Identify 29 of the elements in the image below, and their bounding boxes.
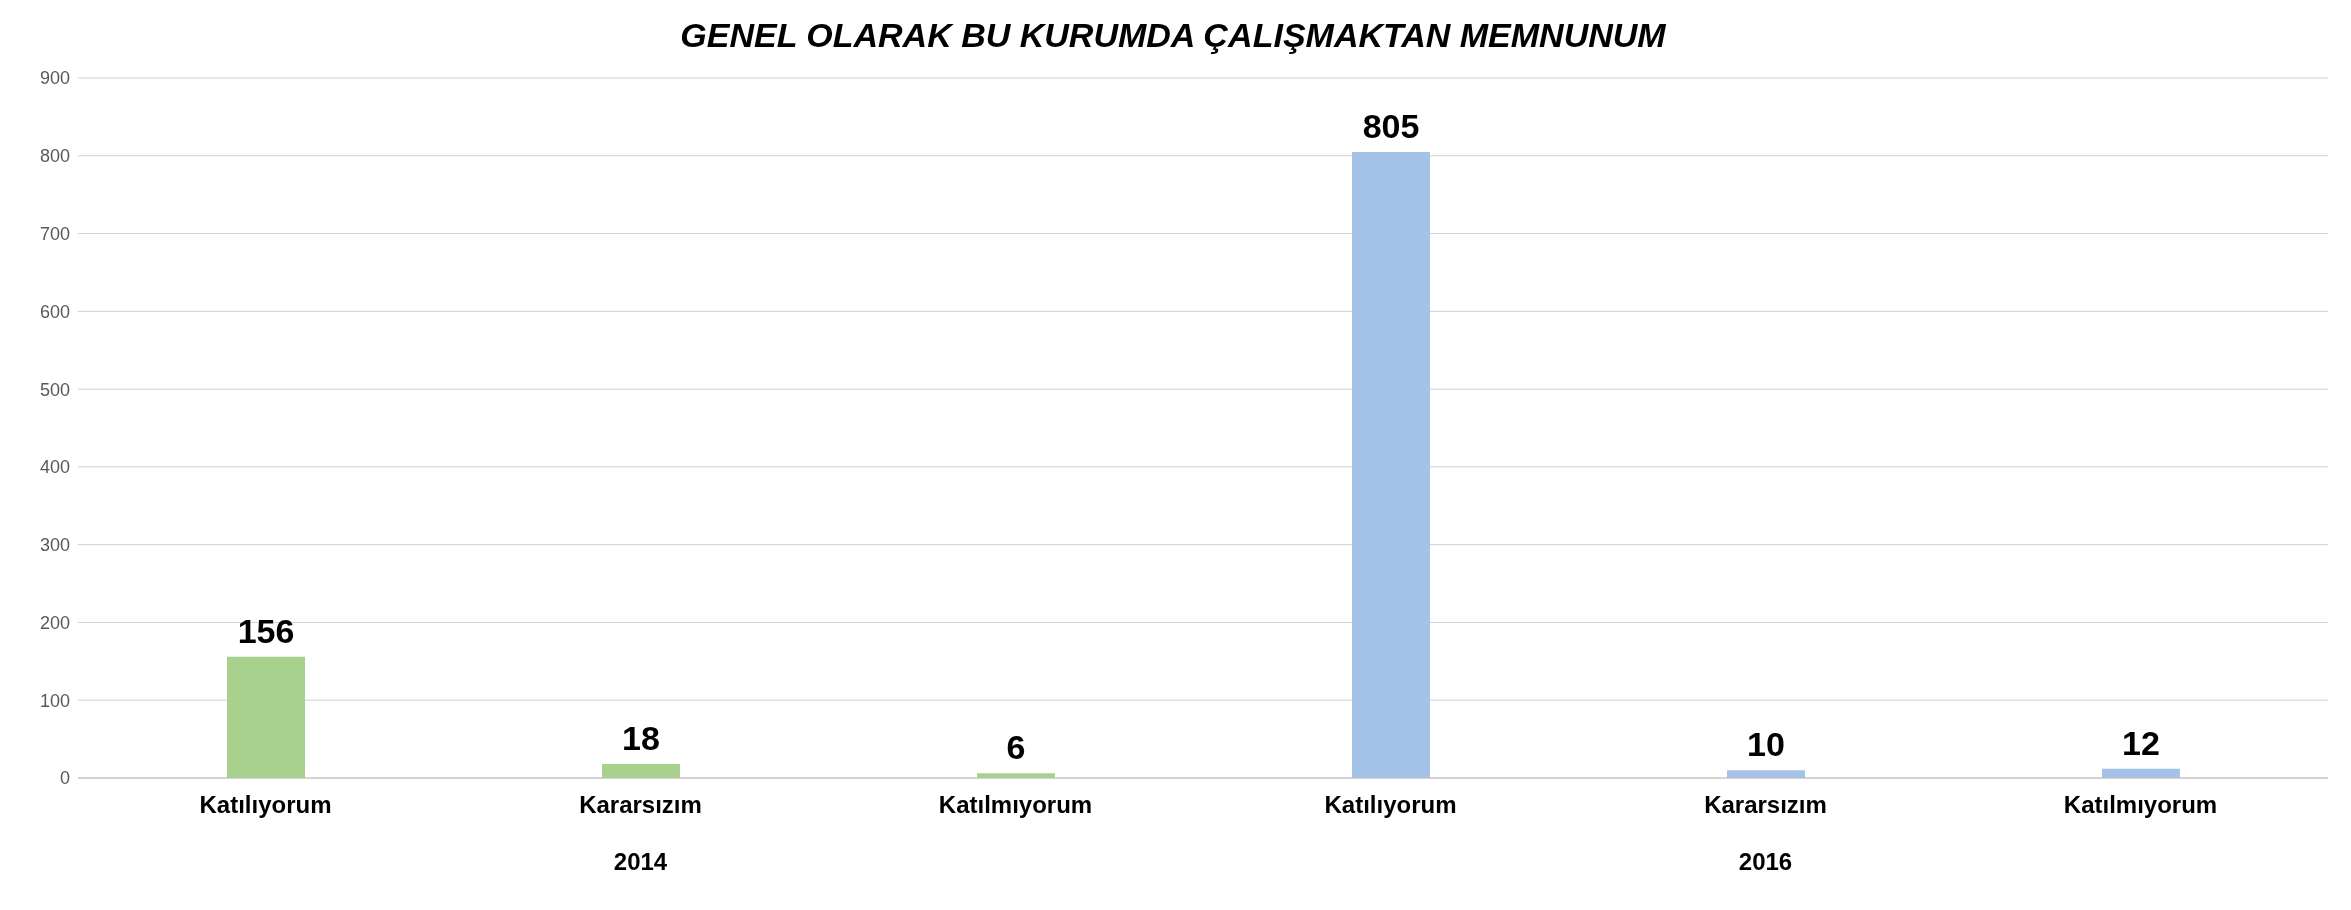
y-tick-label: 100 [39,690,70,711]
y-tick-label: 300 [39,535,70,556]
x-tick-label: Kararsızım [579,791,702,819]
y-tick-label: 200 [39,612,70,633]
bar [1352,151,1430,778]
x-tick-label: Katılıyorum [1324,791,1457,819]
data-label: 6 [1006,728,1026,767]
x-tick-label: Katılmıyorum [2063,791,2218,819]
chart-title: GENEL OLARAK BU KURUMDA ÇALIŞMAKTAN MEMNUNUM [679,16,1667,55]
bar [602,764,680,778]
x-tick-label: Katılmıyorum [938,791,1093,819]
data-label: 805 [1362,106,1420,145]
y-tick-label: 800 [39,146,70,167]
data-label: 156 [237,611,295,650]
bar [227,656,305,778]
y-tick-label: 400 [39,457,70,478]
y-tick-label: 900 [39,68,70,89]
y-tick-label: 500 [39,379,70,400]
y-tick-label: 0 [59,768,70,789]
data-label: 10 [1747,725,1785,764]
x-tick-label: Katılıyorum [199,791,332,819]
text: 2014 [612,848,669,876]
text: 2016 [1737,848,1794,876]
bar [1727,770,1805,778]
y-tick-label: 700 [39,223,70,244]
x-tick-label: Kararsızım [1704,791,1827,819]
data-label: 18 [622,719,660,757]
y-tick-label: 600 [39,301,70,322]
data-label: 12 [2122,723,2160,762]
